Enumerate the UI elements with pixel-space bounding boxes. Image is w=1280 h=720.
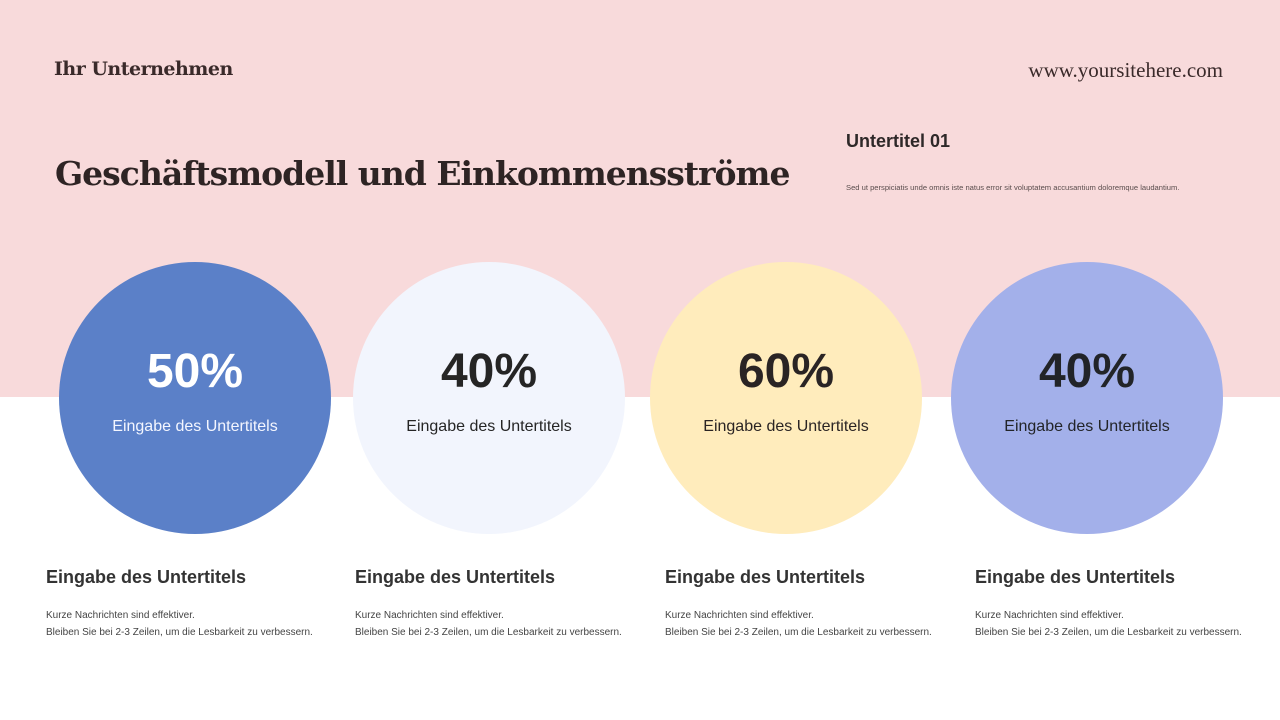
stat-line-2: Bleiben Sie bei 2-3 Zeilen, um die Lesba… (355, 627, 622, 638)
stat-value: 60% (737, 345, 835, 398)
stat-line-1: Kurze Nachrichten sind effektiver. (355, 610, 504, 621)
stat-value: 50% (146, 345, 244, 398)
stat-line-1: Kurze Nachrichten sind effektiver. (46, 610, 195, 621)
stat-circle-3: 60% Eingabe des Untertitels (650, 262, 922, 534)
subtitle-heading: Untertitel 01 (846, 131, 951, 151)
stat-heading: Eingabe des Untertitels (355, 567, 556, 587)
stat-circle-1: 50% Eingabe des Untertitels (59, 262, 331, 534)
stat-line-1: Kurze Nachrichten sind effektiver. (665, 610, 814, 621)
stat-line-2: Bleiben Sie bei 2-3 Zeilen, um die Lesba… (975, 627, 1242, 638)
stat-heading: Eingabe des Untertitels (665, 567, 866, 587)
stat-circle-4: 40% Eingabe des Untertitels (951, 262, 1223, 534)
stat-heading: Eingabe des Untertitels (46, 567, 247, 587)
stat-heading: Eingabe des Untertitels (975, 567, 1176, 587)
stat-description-2: Eingabe des Untertitels Kurze Nachrichte… (355, 567, 645, 638)
website-link[interactable]: www.yoursitehere.com (1028, 58, 1223, 82)
stat-description-1: Eingabe des Untertitels Kurze Nachrichte… (46, 567, 336, 638)
stat-caption: Eingabe des Untertitels (112, 418, 278, 435)
stat-line-2: Bleiben Sie bei 2-3 Zeilen, um die Lesba… (665, 627, 932, 638)
stat-caption: Eingabe des Untertitels (406, 418, 572, 435)
page-title: Geschäftsmodell und Einkommensströme (55, 154, 790, 193)
stat-circle-2: 40% Eingabe des Untertitels (353, 262, 625, 534)
stat-description-3: Eingabe des Untertitels Kurze Nachrichte… (665, 567, 955, 638)
subtitle-text: Sed ut perspiciatis unde omnis iste natu… (846, 183, 1180, 192)
stat-line-1: Kurze Nachrichten sind effektiver. (975, 610, 1124, 621)
stat-caption: Eingabe des Untertitels (703, 418, 869, 435)
stat-caption: Eingabe des Untertitels (1004, 418, 1170, 435)
stat-value: 40% (1038, 345, 1136, 398)
stat-description-4: Eingabe des Untertitels Kurze Nachrichte… (975, 567, 1265, 638)
company-name: Ihr Unternehmen (54, 58, 233, 80)
stat-value: 40% (440, 345, 538, 398)
stat-line-2: Bleiben Sie bei 2-3 Zeilen, um die Lesba… (46, 627, 313, 638)
